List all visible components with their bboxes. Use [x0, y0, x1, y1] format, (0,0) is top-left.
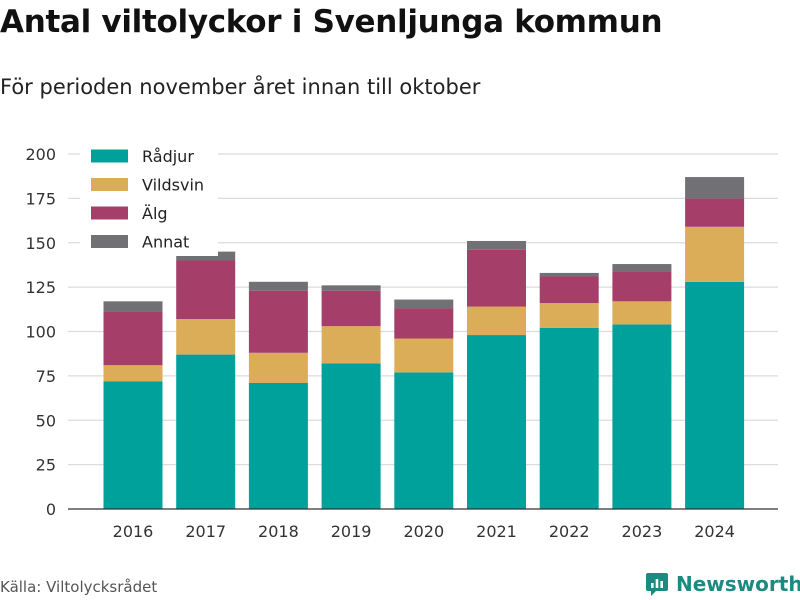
bar-segment: [103, 301, 163, 312]
bar-segment: [467, 249, 526, 307]
x-tick-label: 2016: [113, 522, 154, 541]
y-tick-label: 50: [36, 411, 56, 430]
legend-swatch: [91, 235, 128, 248]
legend-label: Rådjur: [142, 147, 194, 166]
bar-segment: [103, 365, 163, 382]
bar-segment: [394, 308, 454, 339]
brand-name: Newsworthy: [676, 572, 800, 596]
bar-segment: [394, 372, 454, 509]
bar-segment: [248, 290, 308, 353]
bar-segment: [467, 335, 526, 509]
bar-segment: [103, 381, 163, 509]
bar-segment: [539, 276, 599, 304]
bar-segment: [248, 382, 308, 509]
legend-label: Vildsvin: [142, 176, 204, 195]
newsworthy-logo-icon: [646, 573, 668, 596]
bar-segment: [176, 260, 236, 320]
bar-segment: [539, 303, 599, 328]
bar-segment: [321, 285, 381, 291]
legend-swatch: [91, 206, 128, 220]
x-tick-label: 2018: [258, 522, 299, 541]
bar-segment: [467, 240, 526, 250]
x-tick-label: 2021: [476, 522, 517, 541]
chart-title: Antal viltolyckor i Svenljunga kommun: [0, 4, 663, 40]
legend-swatch: [91, 178, 128, 191]
bar-segment: [248, 352, 308, 383]
bar-segment: [394, 338, 454, 373]
bar-segment: [176, 251, 236, 261]
bars: [103, 177, 745, 509]
bar-segment: [321, 363, 381, 509]
y-tick-label: 150: [25, 234, 56, 253]
legend-label: Annat: [142, 233, 189, 252]
x-tick-label: 2024: [694, 522, 735, 541]
y-tick-label: 100: [25, 323, 56, 342]
bar-segment: [176, 354, 236, 509]
bar-segment: [685, 281, 745, 509]
y-tick-label: 75: [36, 367, 56, 386]
y-tick-label: 125: [25, 278, 56, 297]
bar-segment: [612, 264, 672, 272]
x-tick-label: 2017: [185, 522, 226, 541]
bar-segment: [321, 290, 381, 327]
y-tick-label: 175: [25, 189, 56, 208]
bar-segment: [612, 301, 672, 325]
bar-segment: [539, 327, 599, 509]
bar-segment: [539, 272, 599, 277]
source-note: Källa: Viltolycksrådet: [0, 578, 158, 596]
bar-segment: [467, 306, 526, 336]
axes: 0 25 50 75 100 125 150 175 200 2016 2017 2018 2019 20…: [25, 145, 778, 541]
brand-logo[interactable]: Newsworthy: [645, 568, 800, 600]
y-tick-label: 200: [25, 145, 56, 164]
bar-segment: [176, 319, 236, 355]
y-tick-label: 25: [36, 456, 56, 475]
bar-segment: [394, 299, 454, 309]
legend-swatch: [91, 149, 128, 163]
bar-segment: [685, 198, 745, 227]
bar-segment: [248, 281, 308, 291]
bar-segment: [685, 177, 745, 199]
bar-segment: [612, 271, 672, 302]
legend-label: Älg: [142, 204, 168, 223]
bar-segment: [685, 226, 745, 282]
x-tick-label: 2020: [403, 522, 444, 541]
bar-segment: [103, 311, 163, 366]
x-tick-label: 2019: [331, 522, 372, 541]
legend: Rådjur Vildsvin Älg Annat: [80, 141, 218, 256]
y-tick-label: 0: [46, 500, 56, 519]
bar-segment: [321, 326, 381, 364]
chart-subtitle: För perioden november året innan till ok…: [0, 75, 481, 99]
x-tick-label: 2022: [549, 522, 590, 541]
x-tick-label: 2023: [622, 522, 663, 541]
bar-segment: [612, 324, 672, 509]
